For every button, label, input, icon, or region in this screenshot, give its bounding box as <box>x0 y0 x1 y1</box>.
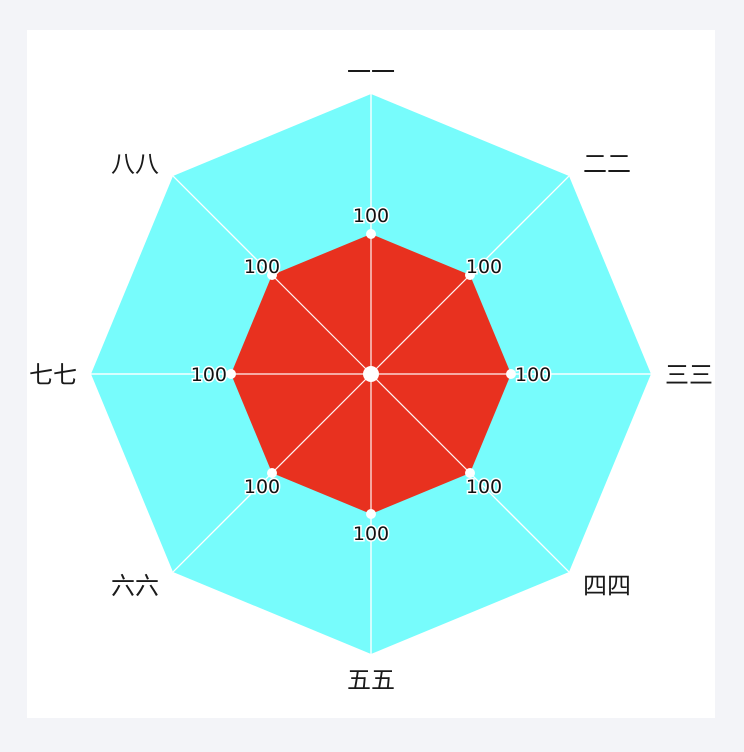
data-point-8 <box>267 270 277 280</box>
axis-label-5: 五五 <box>347 666 395 694</box>
axis-label-2: 二二 <box>583 150 631 178</box>
radar-center <box>363 366 379 382</box>
value-label-2: 100 <box>466 256 502 278</box>
axis-label-4: 四四 <box>583 572 631 600</box>
data-point-7 <box>226 369 236 379</box>
axis-label-1: 一一 <box>347 58 395 86</box>
value-label-1: 100 <box>353 205 389 227</box>
value-label-6: 100 <box>244 476 280 498</box>
axis-label-3: 三三 <box>665 361 713 389</box>
data-point-5 <box>366 509 376 519</box>
value-label-7: 100 <box>191 364 227 386</box>
axis-label-7: 七七 <box>29 361 77 389</box>
value-label-4: 100 <box>466 476 502 498</box>
data-point-2 <box>465 270 475 280</box>
data-point-1 <box>366 229 376 239</box>
data-point-4 <box>465 468 475 478</box>
axis-label-8: 八八 <box>111 150 159 178</box>
value-label-3: 100 <box>515 364 551 386</box>
data-point-3 <box>506 369 516 379</box>
series-points <box>226 229 516 519</box>
value-labels: 100 100 100 100 100 100 100 100 <box>189 204 553 547</box>
value-label-8: 100 <box>244 256 280 278</box>
value-label-5: 100 <box>353 523 389 545</box>
axis-label-6: 六六 <box>111 572 159 600</box>
data-point-6 <box>267 468 277 478</box>
